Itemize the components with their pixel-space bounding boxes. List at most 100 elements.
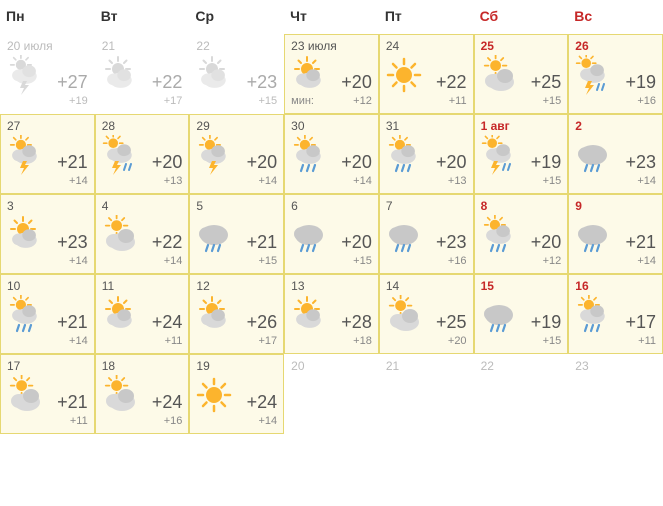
temps: +20+12 (341, 72, 372, 107)
day-cell[interactable]: 9+21+14 (568, 194, 663, 274)
day-cell[interactable]: 1 авг+19+15 (474, 114, 569, 194)
high-temp: +21 (57, 152, 88, 173)
day-cell[interactable]: 4+22+14 (95, 194, 190, 274)
date-label: 25 (481, 39, 562, 53)
day-cell[interactable]: 16+17+11 (568, 274, 663, 354)
weather-icon (289, 135, 329, 175)
date-label: 31 (386, 119, 467, 133)
low-temp: +15 (531, 175, 562, 187)
weather-icon (100, 135, 140, 175)
day-cell[interactable]: 31 +20+13 (379, 114, 474, 194)
day-cell: 22 (474, 354, 569, 434)
low-temp: +16 (152, 415, 183, 427)
day-cell[interactable]: 15+19+15 (474, 274, 569, 354)
weather-icon (5, 135, 45, 175)
low-temp: +20 (436, 335, 467, 347)
high-temp: +24 (152, 312, 183, 333)
day-cell[interactable]: 24+22+11 (379, 34, 474, 114)
high-temp: +19 (531, 152, 562, 173)
weather-icon (479, 295, 519, 335)
low-temp: +12 (341, 95, 372, 107)
high-temp: +20 (341, 152, 372, 173)
day-cell[interactable]: 23 июля+20+12мин: (284, 34, 379, 114)
date-label: 9 (575, 199, 656, 213)
high-temp: +24 (247, 392, 278, 413)
temps: +20+13 (436, 152, 467, 187)
high-temp: +17 (625, 312, 656, 333)
day-cell[interactable]: 22+23+15 (189, 34, 284, 114)
day-header: Вс (568, 0, 663, 34)
day-cell[interactable]: 27+21+14 (0, 114, 95, 194)
weather-icon (5, 375, 45, 415)
low-temp: +13 (436, 175, 467, 187)
day-cell[interactable]: 12+26+17 (189, 274, 284, 354)
date-label: 23 (575, 359, 656, 373)
day-cell[interactable]: 29 +20+14 (189, 114, 284, 194)
day-cell[interactable]: 26+19+16 (568, 34, 663, 114)
date-label: 22 (481, 359, 562, 373)
weather-icon (479, 135, 519, 175)
day-cell[interactable]: 3+23+14 (0, 194, 95, 274)
temps: +24+16 (152, 392, 183, 427)
day-cell[interactable]: 19+24+14 (189, 354, 284, 434)
date-label: 7 (386, 199, 467, 213)
date-label: 21 (102, 39, 183, 53)
high-temp: +23 (247, 72, 278, 93)
weather-icon (5, 55, 45, 95)
day-cell[interactable]: 30+20+14 (284, 114, 379, 194)
low-temp: +14 (57, 175, 88, 187)
temps: +20+14 (247, 152, 278, 187)
date-label: 19 (196, 359, 277, 373)
temps: +23+16 (436, 232, 467, 267)
weather-icon (194, 295, 234, 335)
weather-icon (289, 215, 329, 255)
temps: +19+15 (531, 152, 562, 187)
date-label: 16 (575, 279, 656, 293)
temps: +28+18 (341, 312, 372, 347)
high-temp: +28 (341, 312, 372, 333)
low-temp: +17 (247, 335, 278, 347)
temps: +25+20 (436, 312, 467, 347)
high-temp: +22 (152, 232, 183, 253)
day-header: Пт (379, 0, 474, 34)
date-label: 22 (196, 39, 277, 53)
high-temp: +23 (57, 232, 88, 253)
day-cell[interactable]: 17+21+11 (0, 354, 95, 434)
day-cell[interactable]: 28+20+13 (95, 114, 190, 194)
weather-icon (573, 295, 613, 335)
weather-icon (5, 215, 45, 255)
day-cell[interactable]: 7 +23+16 (379, 194, 474, 274)
day-cell[interactable]: 13+28+18 (284, 274, 379, 354)
day-cell[interactable]: 25+25+15 (474, 34, 569, 114)
day-cell[interactable]: 2+23+14 (568, 114, 663, 194)
day-cell[interactable]: 21 +22+17 (95, 34, 190, 114)
high-temp: +20 (341, 72, 372, 93)
date-label: 29 (196, 119, 277, 133)
high-temp: +20 (247, 152, 278, 173)
day-cell[interactable]: 6+20+15 (284, 194, 379, 274)
weather-icon (384, 215, 424, 255)
low-temp: +14 (625, 175, 656, 187)
day-cell: 23 (568, 354, 663, 434)
day-cell[interactable]: 20 июля+27+19 (0, 34, 95, 114)
temps: +22+17 (152, 72, 183, 107)
day-cell[interactable]: 14+25+20 (379, 274, 474, 354)
date-label: 28 (102, 119, 183, 133)
temps: +23+14 (57, 232, 88, 267)
day-cell[interactable]: 11+24+11 (95, 274, 190, 354)
day-cell[interactable]: 5+21+15 (189, 194, 284, 274)
day-header: Вт (95, 0, 190, 34)
weather-icon (194, 55, 234, 95)
day-cell[interactable]: 8+20+12 (474, 194, 569, 274)
low-temp: +11 (57, 415, 88, 427)
low-temp: +11 (436, 95, 467, 107)
day-cell[interactable]: 10+21+14 (0, 274, 95, 354)
date-label: 21 (386, 359, 467, 373)
low-temp: +14 (625, 255, 656, 267)
weather-icon (289, 55, 329, 95)
low-temp: +11 (152, 335, 183, 347)
day-cell: 20 (284, 354, 379, 434)
day-cell[interactable]: 18+24+16 (95, 354, 190, 434)
weather-icon (100, 215, 140, 255)
high-temp: +21 (247, 232, 278, 253)
